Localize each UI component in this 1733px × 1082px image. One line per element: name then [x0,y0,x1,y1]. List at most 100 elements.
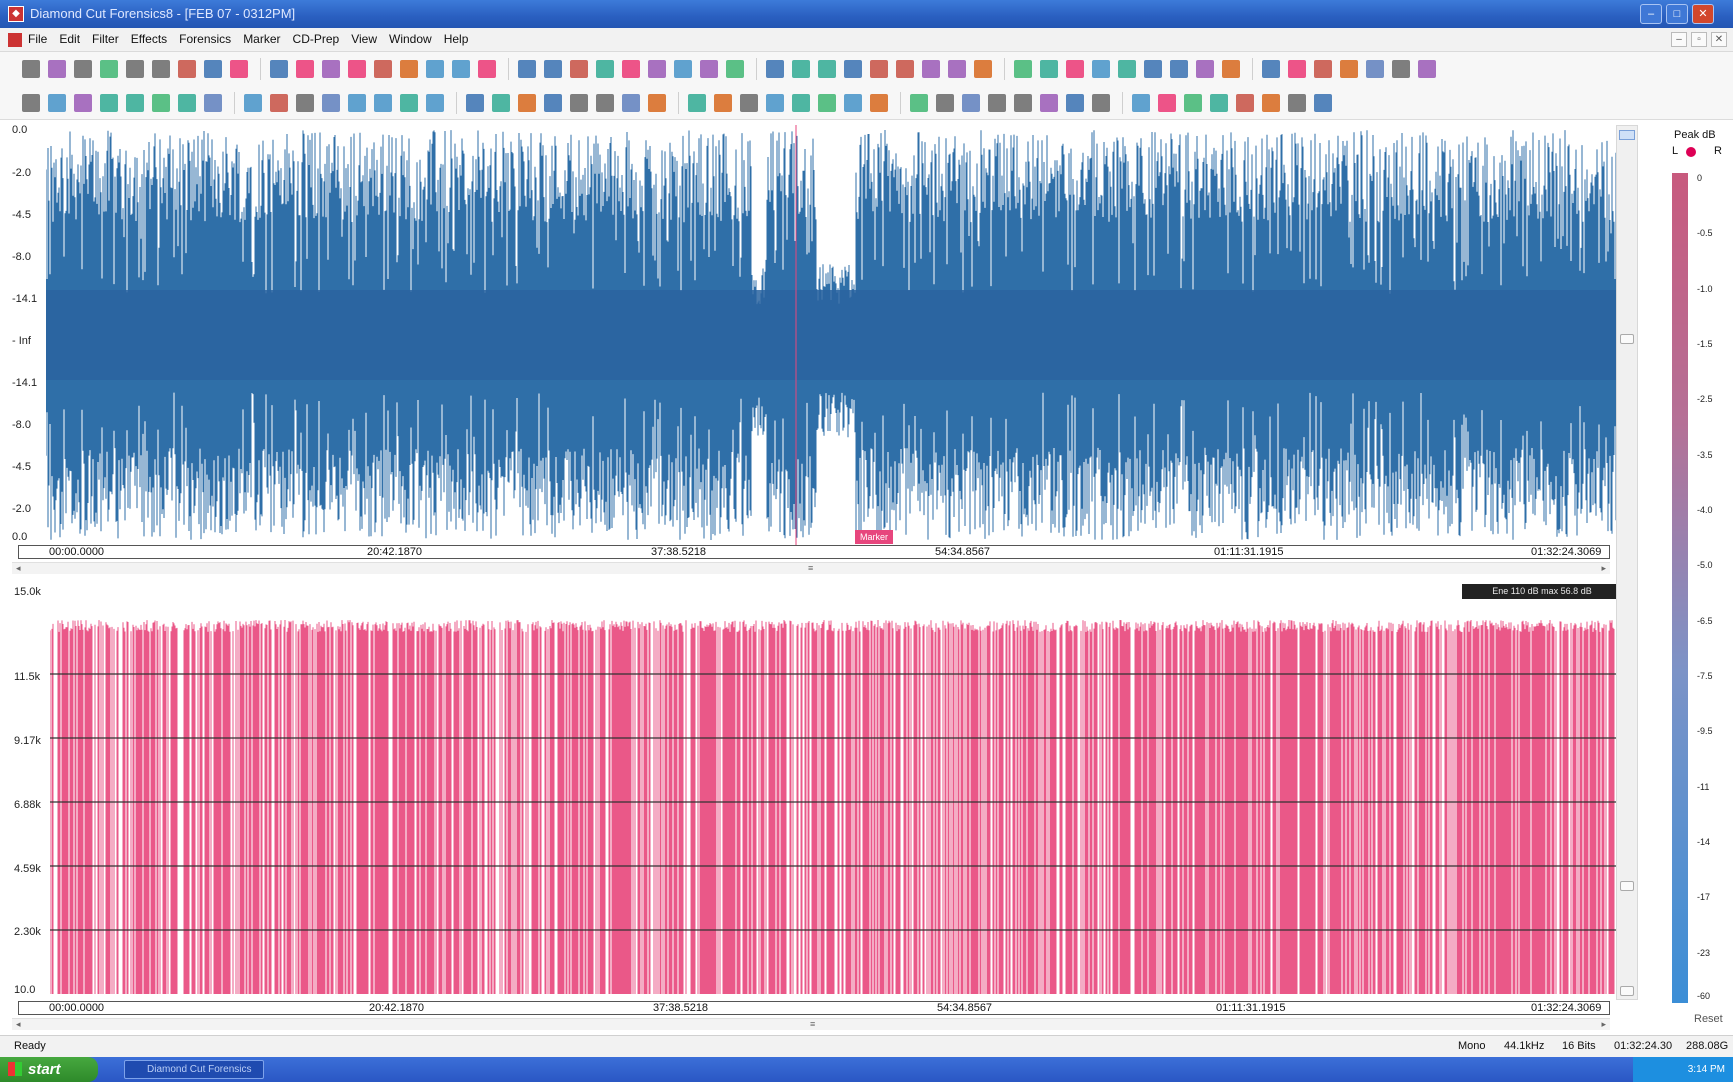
menu-cd-prep[interactable]: CD-Prep [292,32,340,46]
toolbar-tool-icon[interactable] [374,94,392,112]
toolbar-tool-icon[interactable] [126,94,144,112]
toolbar-tool-icon[interactable] [1040,94,1058,112]
toolbar-tool-icon[interactable] [204,60,222,78]
toolbar-tool-icon[interactable] [570,94,588,112]
toolbar-tool-icon[interactable] [1418,60,1436,78]
toolbar-tool-icon[interactable] [910,94,928,112]
toolbar-tool-icon[interactable] [100,60,118,78]
menu-forensics[interactable]: Forensics [179,32,232,46]
waveform-display[interactable] [46,125,1622,545]
toolbar-tool-icon[interactable] [478,60,496,78]
toolbar-tool-icon[interactable] [1092,60,1110,78]
toolbar-tool-icon[interactable] [270,60,288,78]
toolbar-tool-icon[interactable] [296,94,314,112]
toolbar-tool-icon[interactable] [270,94,288,112]
toolbar-tool-icon[interactable] [322,94,340,112]
toolbar-tool-icon[interactable] [570,60,588,78]
toolbar-tool-icon[interactable] [48,94,66,112]
menu-marker[interactable]: Marker [243,32,281,46]
toolbar-tool-icon[interactable] [622,94,640,112]
minimize-button[interactable]: – [1640,4,1662,24]
toolbar-tool-icon[interactable] [74,60,92,78]
toolbar-tool-icon[interactable] [1340,60,1358,78]
toolbar-tool-icon[interactable] [700,60,718,78]
toolbar-tool-icon[interactable] [1222,60,1240,78]
toolbar-tool-icon[interactable] [1014,94,1032,112]
toolbar-tool-icon[interactable] [936,94,954,112]
toolbar-tool-icon[interactable] [740,94,758,112]
toolbar-tool-icon[interactable] [348,94,366,112]
toolbar-tool-icon[interactable] [792,60,810,78]
toolbar-tool-icon[interactable] [22,60,40,78]
vscroll-thumb[interactable] [1619,130,1635,140]
menu-view[interactable]: View [351,32,378,46]
toolbar-tool-icon[interactable] [348,60,366,78]
toolbar-tool-icon[interactable] [230,60,248,78]
toolbar-tool-icon[interactable] [896,60,914,78]
toolbar-tool-icon[interactable] [1184,94,1202,112]
spectrum-zoom-knob[interactable] [1620,881,1634,891]
toolbar-tool-icon[interactable] [688,94,706,112]
toolbar-tool-icon[interactable] [818,94,836,112]
toolbar-tool-icon[interactable] [1314,60,1332,78]
toolbar-tool-icon[interactable] [1314,94,1332,112]
toolbar-tool-icon[interactable] [596,60,614,78]
toolbar-tool-icon[interactable] [22,94,40,112]
toolbar-tool-icon[interactable] [988,94,1006,112]
horizontal-scrollbar-bottom[interactable]: ◂ ≡ ▸ [12,1018,1610,1030]
toolbar-tool-icon[interactable] [1392,60,1410,78]
spectrum-display[interactable]: Ene 110 dB max 56.8 dB [50,582,1622,1000]
toolbar-tool-icon[interactable] [974,60,992,78]
toolbar-tool-icon[interactable] [452,60,470,78]
toolbar-tool-icon[interactable] [1132,94,1150,112]
horizontal-scrollbar-top[interactable]: ◂ ≡ ▸ [12,562,1610,574]
toolbar-tool-icon[interactable] [74,94,92,112]
toolbar-tool-icon[interactable] [1236,94,1254,112]
toolbar-tool-icon[interactable] [426,60,444,78]
toolbar-tool-icon[interactable] [870,94,888,112]
toolbar-tool-icon[interactable] [1288,60,1306,78]
toolbar-tool-icon[interactable] [1066,60,1084,78]
marker-flag[interactable]: Marker [855,530,893,544]
toolbar-tool-icon[interactable] [244,94,262,112]
time-ruler-top[interactable]: 00:00.0000 20:42.1870 37:38.5218 54:34.8… [18,545,1610,559]
scroll-thumb-icon[interactable]: ≡ [810,1019,816,1029]
toolbar-tool-icon[interactable] [152,94,170,112]
menu-window[interactable]: Window [389,32,432,46]
document-icon[interactable] [8,33,22,47]
toolbar-tool-icon[interactable] [792,94,810,112]
toolbar-tool-icon[interactable] [152,60,170,78]
toolbar-tool-icon[interactable] [962,94,980,112]
toolbar-tool-icon[interactable] [544,94,562,112]
wave-zoom-knob[interactable] [1620,334,1634,344]
scroll-left-icon[interactable]: ◂ [16,563,21,573]
toolbar-tool-icon[interactable] [126,60,144,78]
toolbar-tool-icon[interactable] [1066,94,1084,112]
toolbar-tool-icon[interactable] [1092,94,1110,112]
menu-effects[interactable]: Effects [130,32,168,46]
toolbar-tool-icon[interactable] [1288,94,1306,112]
maximize-button[interactable]: □ [1666,4,1688,24]
toolbar-tool-icon[interactable] [870,60,888,78]
toolbar-tool-icon[interactable] [648,94,666,112]
toolbar-tool-icon[interactable] [100,94,118,112]
doc-close-button[interactable]: ✕ [1711,32,1727,47]
toolbar-tool-icon[interactable] [1196,60,1214,78]
toolbar-tool-icon[interactable] [296,60,314,78]
toolbar-tool-icon[interactable] [374,60,392,78]
toolbar-tool-icon[interactable] [400,60,418,78]
toolbar-tool-icon[interactable] [1210,94,1228,112]
toolbar-tool-icon[interactable] [178,60,196,78]
toolbar-tool-icon[interactable] [1158,94,1176,112]
toolbar-tool-icon[interactable] [518,60,536,78]
spectrum-scroll-knob[interactable] [1620,986,1634,996]
toolbar-tool-icon[interactable] [426,94,444,112]
scroll-right-icon[interactable]: ▸ [1601,563,1606,573]
toolbar-tool-icon[interactable] [622,60,640,78]
meter-reset-button[interactable]: Reset [1694,1013,1723,1025]
toolbar-tool-icon[interactable] [466,94,484,112]
time-ruler-bottom[interactable]: 00:00.0000 20:42.1870 37:38.5218 54:34.8… [18,1001,1610,1015]
toolbar-tool-icon[interactable] [844,94,862,112]
toolbar-tool-icon[interactable] [596,94,614,112]
scroll-right-icon[interactable]: ▸ [1601,1019,1606,1029]
